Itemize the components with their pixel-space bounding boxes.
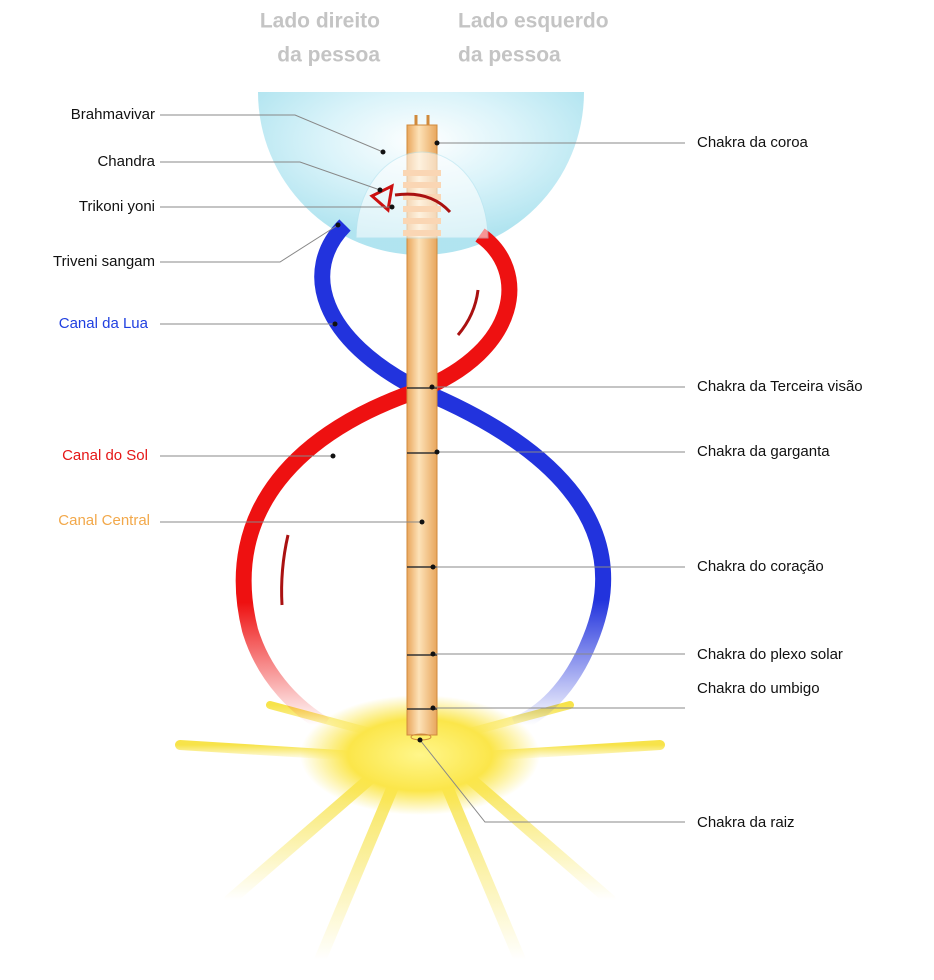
left-label: Chandra	[97, 153, 155, 170]
left-label: Canal da Lua	[59, 315, 149, 332]
moon-channel	[322, 225, 603, 725]
left-label: Trikoni yoni	[79, 198, 155, 215]
arrow	[458, 290, 478, 335]
header-line: Lado direito	[260, 10, 380, 33]
right-label: Chakra da Terceira visão	[697, 378, 863, 395]
right-label: Chakra do coração	[697, 558, 824, 575]
left-label: Brahmavivar	[71, 106, 155, 123]
left-label: Canal Central	[58, 512, 150, 529]
arrow	[282, 535, 288, 605]
diagram: Lado direito da pessoa Lado esquerdo da …	[0, 0, 934, 980]
sun-channel	[244, 235, 510, 725]
header-line: da pessoa	[277, 44, 380, 67]
right-label: Chakra do plexo solar	[697, 646, 843, 663]
left-label: Triveni sangam	[53, 253, 155, 270]
right-label: Chakra da garganta	[697, 443, 830, 460]
right-label: Chakra do umbigo	[697, 680, 820, 697]
header-line: da pessoa	[458, 44, 561, 67]
left-label: Canal do Sol	[62, 447, 148, 464]
right-label: Chakra da raiz	[697, 814, 795, 831]
right-label: Chakra da coroa	[697, 134, 809, 151]
header-line: Lado esquerdo	[458, 10, 609, 33]
